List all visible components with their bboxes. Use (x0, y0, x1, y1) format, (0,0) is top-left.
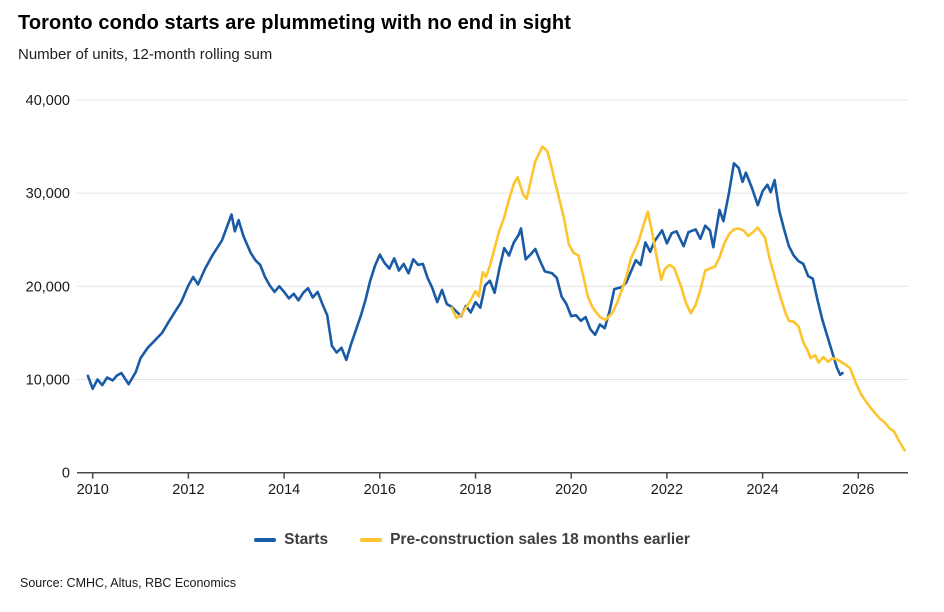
chart-title: Toronto condo starts are plummeting with… (18, 12, 572, 34)
presales-series-line (450, 145, 907, 452)
legend: Starts Pre-construction sales 18 months e… (0, 531, 944, 549)
source-note: Source: CMHC, Altus, RBC Economics (20, 576, 237, 590)
legend-label-starts: Starts (284, 531, 329, 548)
x-axis-tick-label: 2022 (651, 482, 683, 498)
legend-label-presales: Pre-construction sales 18 months earlier (390, 531, 690, 548)
chart-subtitle: Number of units, 12-month rolling sum (18, 46, 273, 63)
legend-swatch-presales (360, 538, 383, 542)
legend-swatch-starts (254, 538, 277, 542)
x-axis-tick-label: 2024 (746, 482, 778, 498)
x-axis-tick-label: 2026 (842, 482, 874, 498)
y-axis-tick-label: 10,000 (26, 373, 70, 389)
x-axis-tick-label: 2020 (555, 482, 587, 498)
y-axis-tick-label: 0 (62, 466, 70, 482)
x-axis-tick-label: 2018 (459, 482, 491, 498)
y-axis-tick-label: 30,000 (26, 186, 70, 202)
x-axis-tick-label: 2012 (172, 482, 204, 498)
x-axis-tick-label: 2010 (77, 482, 109, 498)
starts-series-line (86, 162, 844, 391)
legend-item-starts: Starts (254, 531, 328, 549)
x-axis-tick-label: 2016 (364, 482, 396, 498)
y-axis-tick-label: 40,000 (26, 93, 70, 109)
legend-item-presales: Pre-construction sales 18 months earlier (360, 531, 690, 549)
x-axis-tick-label: 2014 (268, 482, 300, 498)
y-axis-tick-label: 20,000 (26, 279, 70, 295)
